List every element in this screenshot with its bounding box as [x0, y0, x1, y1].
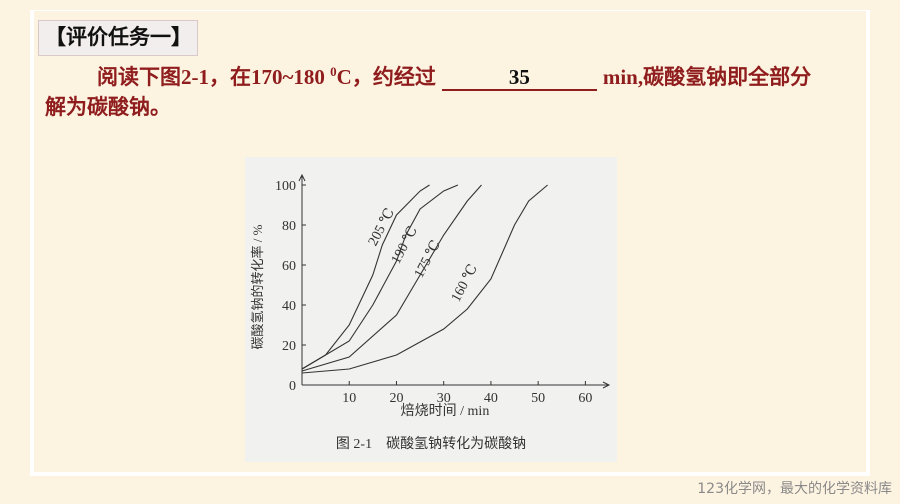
- curve: [301, 184, 459, 370]
- x-tick-label: 10: [342, 391, 356, 406]
- task-title: 【评价任务一】: [38, 20, 198, 56]
- y-axis-label: 碳酸氢钠的转化率 / %: [250, 224, 265, 349]
- text: min,碳酸氢钠即全部分解为碳酸钠。: [45, 65, 812, 119]
- text: C，约经过: [336, 65, 436, 89]
- curve: [301, 184, 430, 370]
- superscript: 0: [330, 64, 337, 79]
- text: 阅读下图2-1，在170~180: [97, 65, 331, 89]
- y-tick-label: 0: [289, 379, 296, 394]
- y-tick-label: 80: [282, 219, 296, 234]
- footer: 123化学网，最大的化学资料库: [697, 481, 892, 497]
- slide-frame: [30, 10, 870, 476]
- caption: 图 2-1 碳酸氢钠转化为碳酸钠: [336, 436, 526, 452]
- y-tick-label: 100: [275, 179, 296, 194]
- answer: 35: [441, 65, 597, 91]
- curve: [301, 184, 548, 374]
- curve: [301, 184, 482, 372]
- curve-label: 190 ℃: [389, 224, 421, 267]
- x-tick-label: 40: [484, 391, 498, 406]
- figure: 图 2-1 碳酸氢钠转化为碳酸钠 焙烧时间 / min 碳酸氢钠的转化率 / %…: [245, 157, 617, 462]
- curve-label: 205 ℃: [366, 206, 398, 249]
- x-axis-label: 焙烧时间 / min: [401, 403, 490, 419]
- chart: 图 2-1 碳酸氢钠转化为碳酸钠 焙烧时间 / min 碳酸氢钠的转化率 / %…: [250, 173, 611, 452]
- x-arrow: [602, 381, 611, 389]
- x-tick-label: 20: [389, 391, 403, 406]
- x-tick-label: 30: [437, 391, 451, 406]
- y-tick-label: 60: [282, 259, 296, 274]
- y-arrow: [298, 173, 306, 182]
- question-text: 阅读下图2-1，在170~180 0C，约经过 35 min,碳酸氢钠即全部分解为碳…: [45, 62, 825, 122]
- x-tick-label: 60: [578, 391, 592, 406]
- curve-label: 175 ℃: [412, 238, 444, 281]
- x-tick-label: 50: [531, 391, 545, 406]
- y-tick-label: 20: [282, 339, 296, 354]
- y-tick-label: 40: [282, 299, 296, 314]
